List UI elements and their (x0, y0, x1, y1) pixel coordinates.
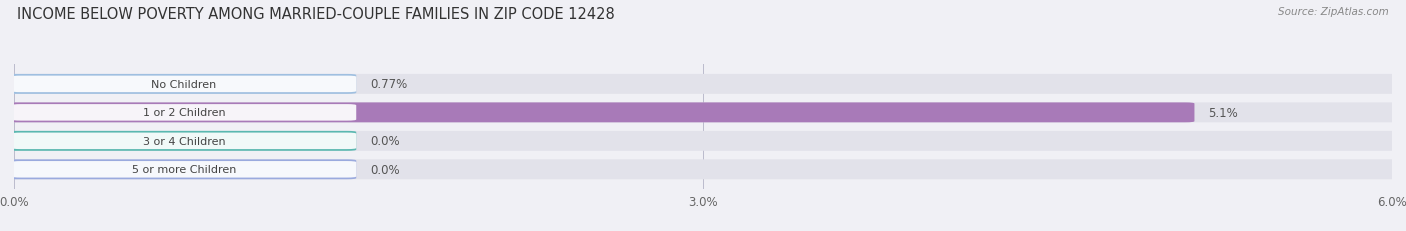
Text: 3 or 4 Children: 3 or 4 Children (142, 136, 225, 146)
FancyBboxPatch shape (11, 133, 356, 149)
FancyBboxPatch shape (11, 76, 356, 93)
FancyBboxPatch shape (4, 160, 356, 179)
FancyBboxPatch shape (4, 75, 356, 94)
Text: 0.77%: 0.77% (370, 78, 408, 91)
Text: 0.0%: 0.0% (370, 163, 399, 176)
Text: 1 or 2 Children: 1 or 2 Children (142, 108, 225, 118)
FancyBboxPatch shape (4, 103, 1195, 123)
FancyBboxPatch shape (4, 131, 356, 151)
Text: 5 or more Children: 5 or more Children (132, 165, 236, 175)
FancyBboxPatch shape (4, 131, 1402, 151)
FancyBboxPatch shape (11, 105, 356, 121)
FancyBboxPatch shape (4, 160, 1402, 179)
FancyBboxPatch shape (4, 75, 1402, 94)
Text: No Children: No Children (152, 79, 217, 89)
FancyBboxPatch shape (11, 161, 356, 178)
FancyBboxPatch shape (4, 103, 1402, 123)
Text: 0.0%: 0.0% (370, 135, 399, 148)
Text: INCOME BELOW POVERTY AMONG MARRIED-COUPLE FAMILIES IN ZIP CODE 12428: INCOME BELOW POVERTY AMONG MARRIED-COUPL… (17, 7, 614, 22)
Text: Source: ZipAtlas.com: Source: ZipAtlas.com (1278, 7, 1389, 17)
Text: 5.1%: 5.1% (1208, 106, 1237, 119)
